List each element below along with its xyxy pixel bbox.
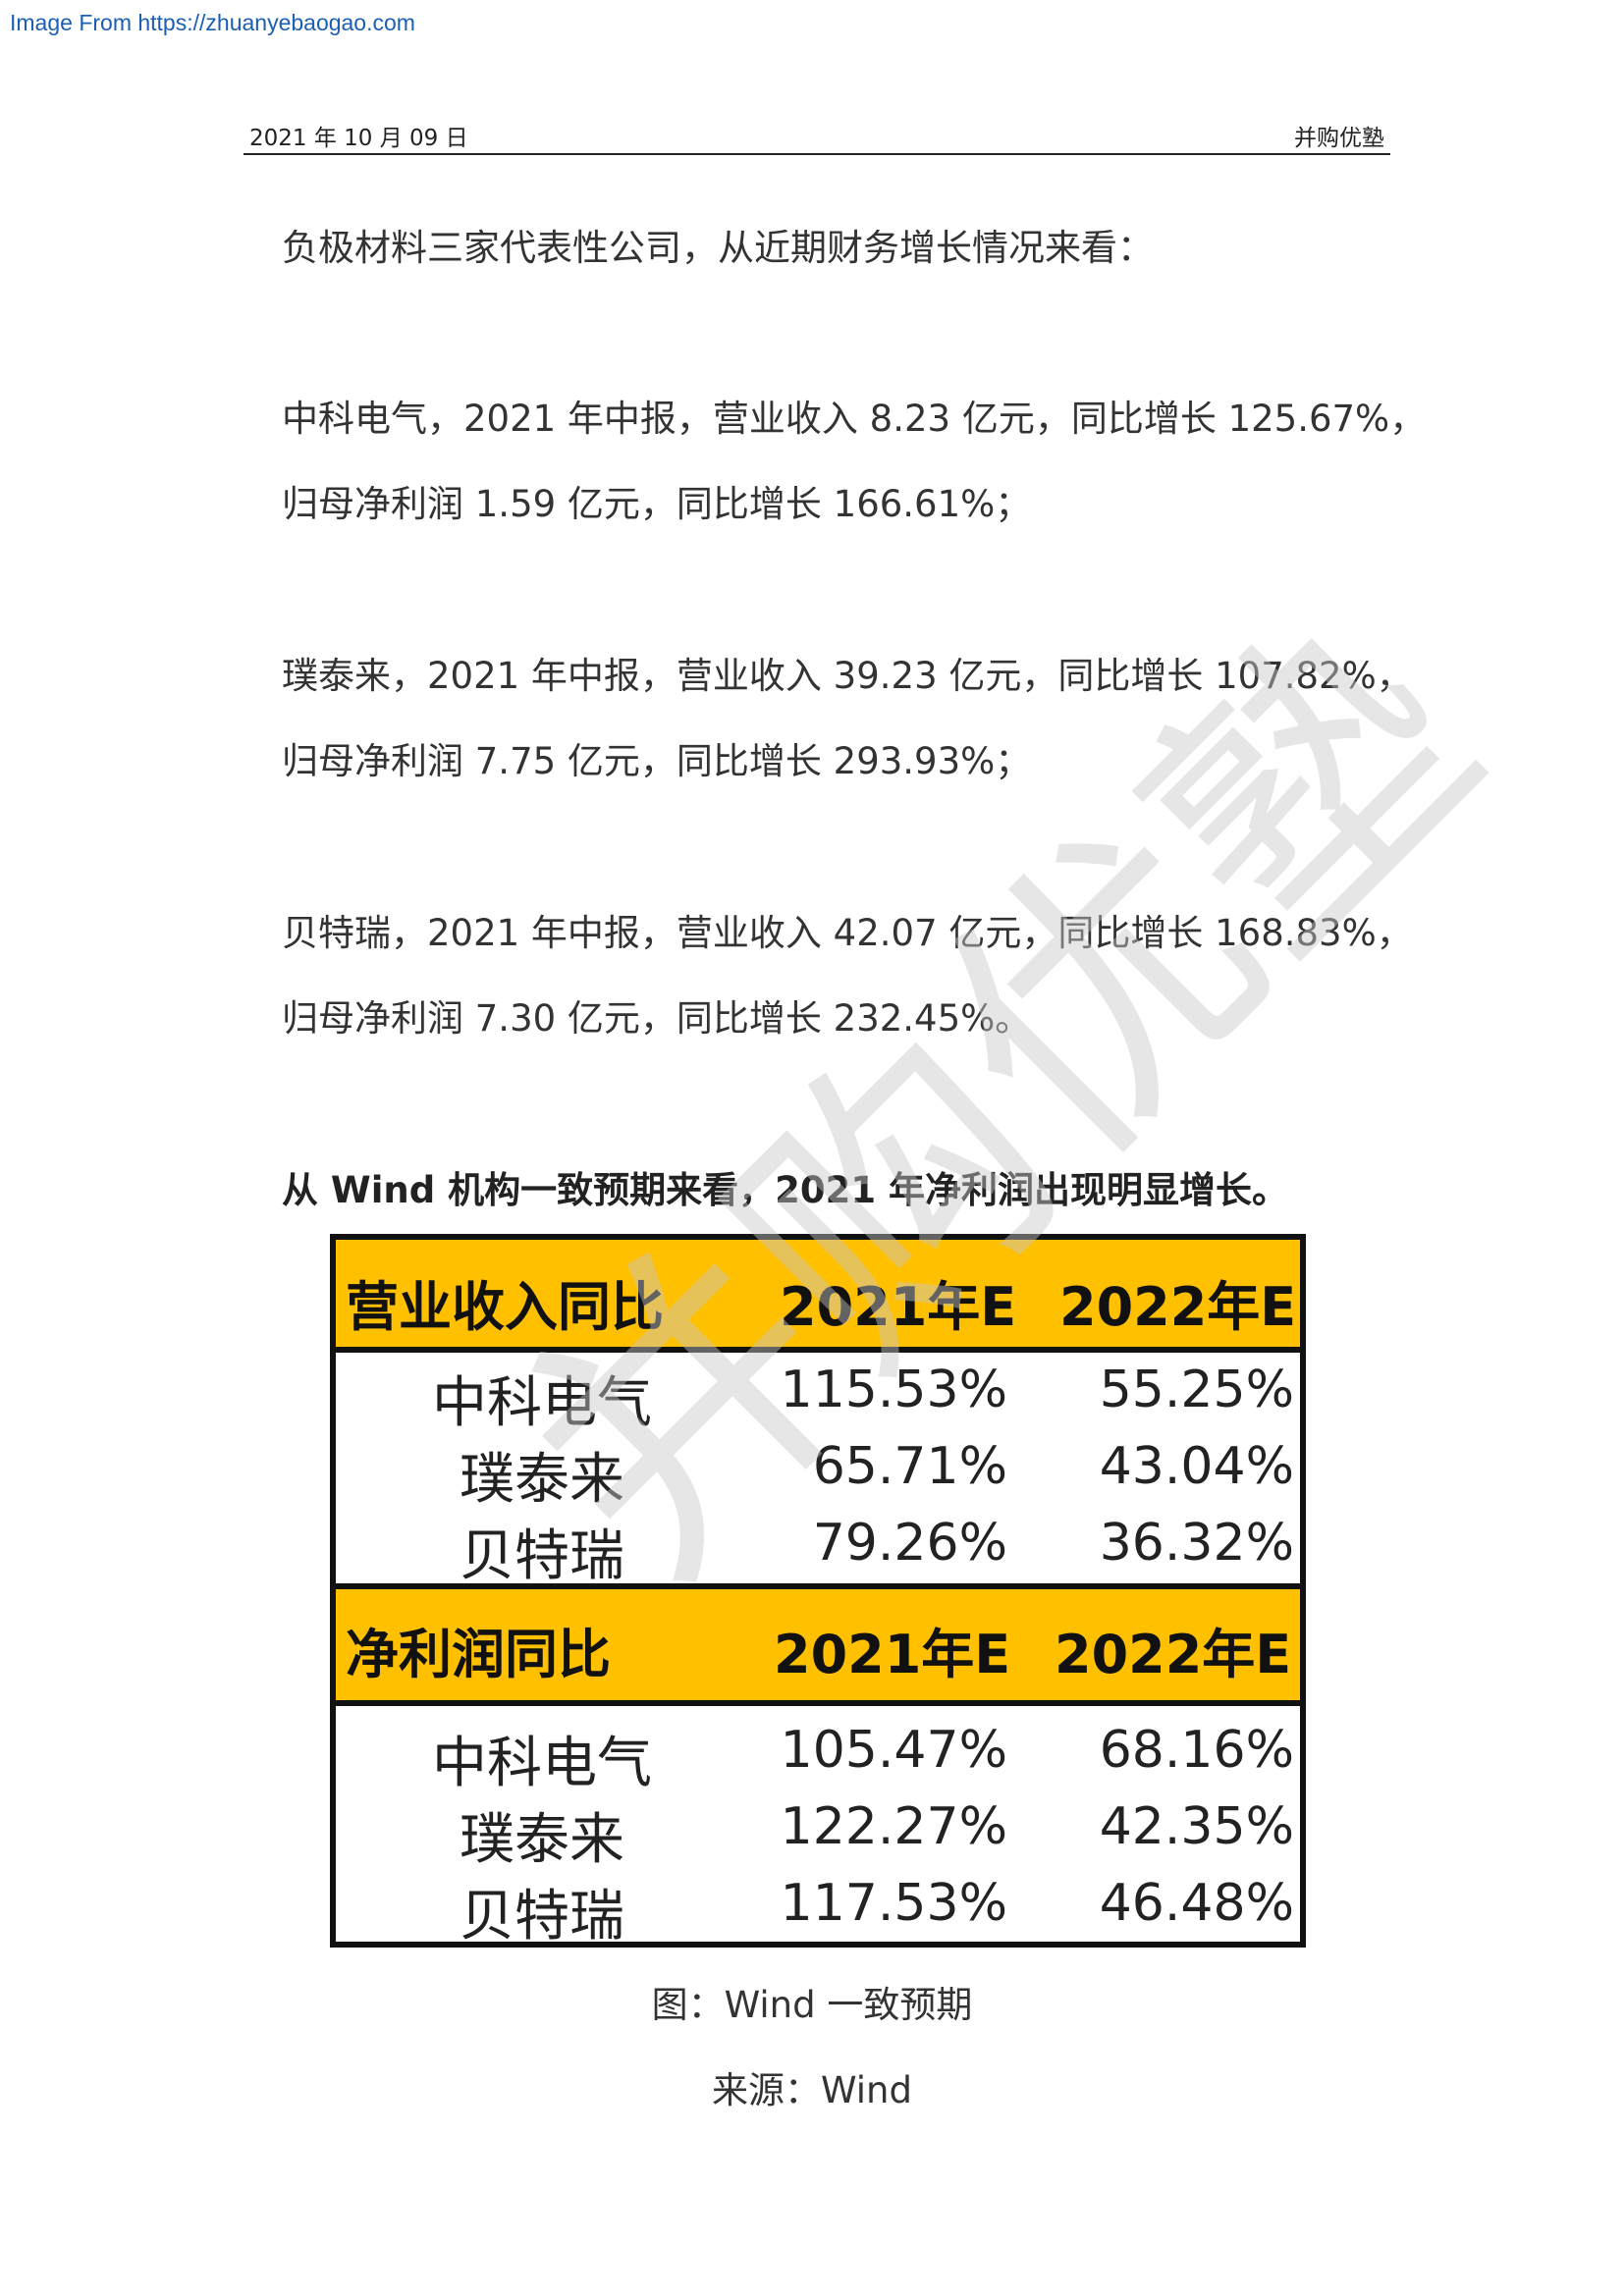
company-name: 璞泰来 bbox=[460, 1448, 624, 1512]
value-2021: 115.53% bbox=[780, 1361, 1007, 1419]
source-caption: 来源：Wind bbox=[712, 2069, 912, 2111]
value-2021: 65.71% bbox=[812, 1437, 1007, 1496]
value-2022: 36.32% bbox=[1099, 1514, 1294, 1573]
revenue-header-label: 营业收入同比 bbox=[346, 1276, 664, 1338]
company-name: 中科电气 bbox=[432, 1371, 652, 1435]
revenue-header-2022: 2022年E bbox=[1059, 1276, 1297, 1338]
btr-paragraph-line1: 贝特瑞，2021 年中报，营业收入 42.07 亿元，同比增长 168.83%， bbox=[282, 912, 1413, 954]
header-brand: 并购优塾 bbox=[1294, 126, 1384, 151]
value-2021: 117.53% bbox=[780, 1874, 1007, 1933]
value-2022: 42.35% bbox=[1099, 1797, 1294, 1856]
value-2022: 55.25% bbox=[1099, 1361, 1294, 1419]
table-row: 璞泰来 122.27% 42.35% bbox=[336, 1791, 1300, 1872]
table-row: 中科电气 115.53% 55.25% bbox=[336, 1355, 1300, 1435]
forecast-table: 营业收入同比 2021年E 2022年E 中科电气 115.53% 55.25%… bbox=[330, 1234, 1306, 1949]
table-row: 中科电气 105.47% 68.16% bbox=[336, 1715, 1300, 1795]
value-2022: 68.16% bbox=[1099, 1721, 1294, 1780]
company-name: 贝特瑞 bbox=[460, 1885, 624, 1949]
value-2021: 105.47% bbox=[780, 1721, 1007, 1780]
profit-header-2021: 2021年E bbox=[774, 1624, 1011, 1685]
table-row: 贝特瑞 79.26% 36.32% bbox=[336, 1508, 1300, 1588]
company-name: 璞泰来 bbox=[460, 1808, 624, 1872]
company-name: 贝特瑞 bbox=[460, 1524, 624, 1588]
value-2021: 122.27% bbox=[780, 1797, 1007, 1856]
profit-header-label: 净利润同比 bbox=[346, 1624, 611, 1685]
zhongke-paragraph-line1: 中科电气，2021 年中报，营业收入 8.23 亿元，同比增长 125.67%， bbox=[282, 398, 1427, 440]
page-header: 2021 年 10 月 09 日 并购优塾 bbox=[244, 116, 1390, 155]
putailai-paragraph-line2: 归母净利润 7.75 亿元，同比增长 293.93%； bbox=[282, 740, 1032, 782]
profit-header-2022: 2022年E bbox=[1055, 1624, 1292, 1685]
putailai-paragraph-line1: 璞泰来，2021 年中报，营业收入 39.23 亿元，同比增长 107.82%， bbox=[282, 655, 1413, 697]
source-link[interactable]: Image From https://zhuanyebaogao.com bbox=[10, 10, 415, 35]
intro-paragraph: 负极材料三家代表性公司，从近期财务增长情况来看： bbox=[282, 227, 1154, 269]
revenue-header-2021: 2021年E bbox=[780, 1276, 1017, 1338]
table-row: 璞泰来 65.71% 43.04% bbox=[336, 1431, 1300, 1512]
btr-paragraph-line2: 归母净利润 7.30 亿元，同比增长 232.45%。 bbox=[282, 997, 1032, 1040]
wind-summary: 从 Wind 机构一致预期来看，2021 年净利润出现明显增长。 bbox=[282, 1169, 1288, 1211]
company-name: 中科电气 bbox=[432, 1732, 652, 1795]
revenue-header-row: 营业收入同比 2021年E 2022年E bbox=[336, 1240, 1300, 1353]
value-2022: 46.48% bbox=[1099, 1874, 1294, 1933]
value-2021: 79.26% bbox=[812, 1514, 1007, 1573]
table-row: 贝特瑞 117.53% 46.48% bbox=[336, 1868, 1300, 1949]
profit-header-row: 净利润同比 2021年E 2022年E bbox=[336, 1583, 1300, 1706]
value-2022: 43.04% bbox=[1099, 1437, 1294, 1496]
zhongke-paragraph-line2: 归母净利润 1.59 亿元，同比增长 166.61%； bbox=[282, 483, 1032, 525]
figure-caption: 图：Wind 一致预期 bbox=[651, 1984, 973, 2026]
header-date: 2021 年 10 月 09 日 bbox=[249, 126, 468, 151]
